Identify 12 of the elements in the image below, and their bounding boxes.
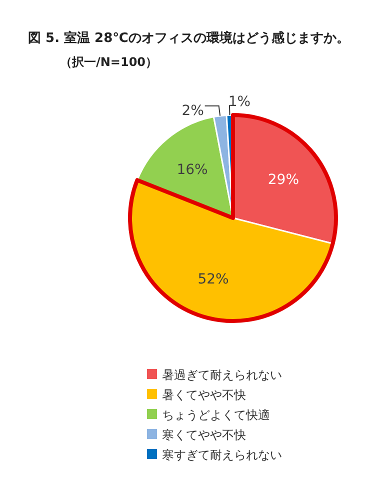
chart-title: 図 5. 室温 28℃のオフィスの環境はどう感じますか。	[28, 30, 350, 46]
data-label: 29%	[268, 172, 300, 188]
legend-label: 寒くてやや不快	[162, 428, 246, 442]
data-label: 52%	[198, 272, 229, 288]
data-label: 16%	[176, 162, 208, 178]
legend-label: ちょうどよくて快適	[162, 408, 270, 422]
chart-subtitle: （択一/N=100）	[60, 55, 158, 69]
legend-label: 暑くてやや不快	[162, 388, 246, 402]
legend-label: 暑過ぎて耐えられない	[162, 368, 282, 382]
data-label: 2%	[182, 102, 204, 119]
legend-label: 寒すぎて耐えられない	[162, 448, 282, 462]
data-label: 1%	[228, 94, 251, 110]
